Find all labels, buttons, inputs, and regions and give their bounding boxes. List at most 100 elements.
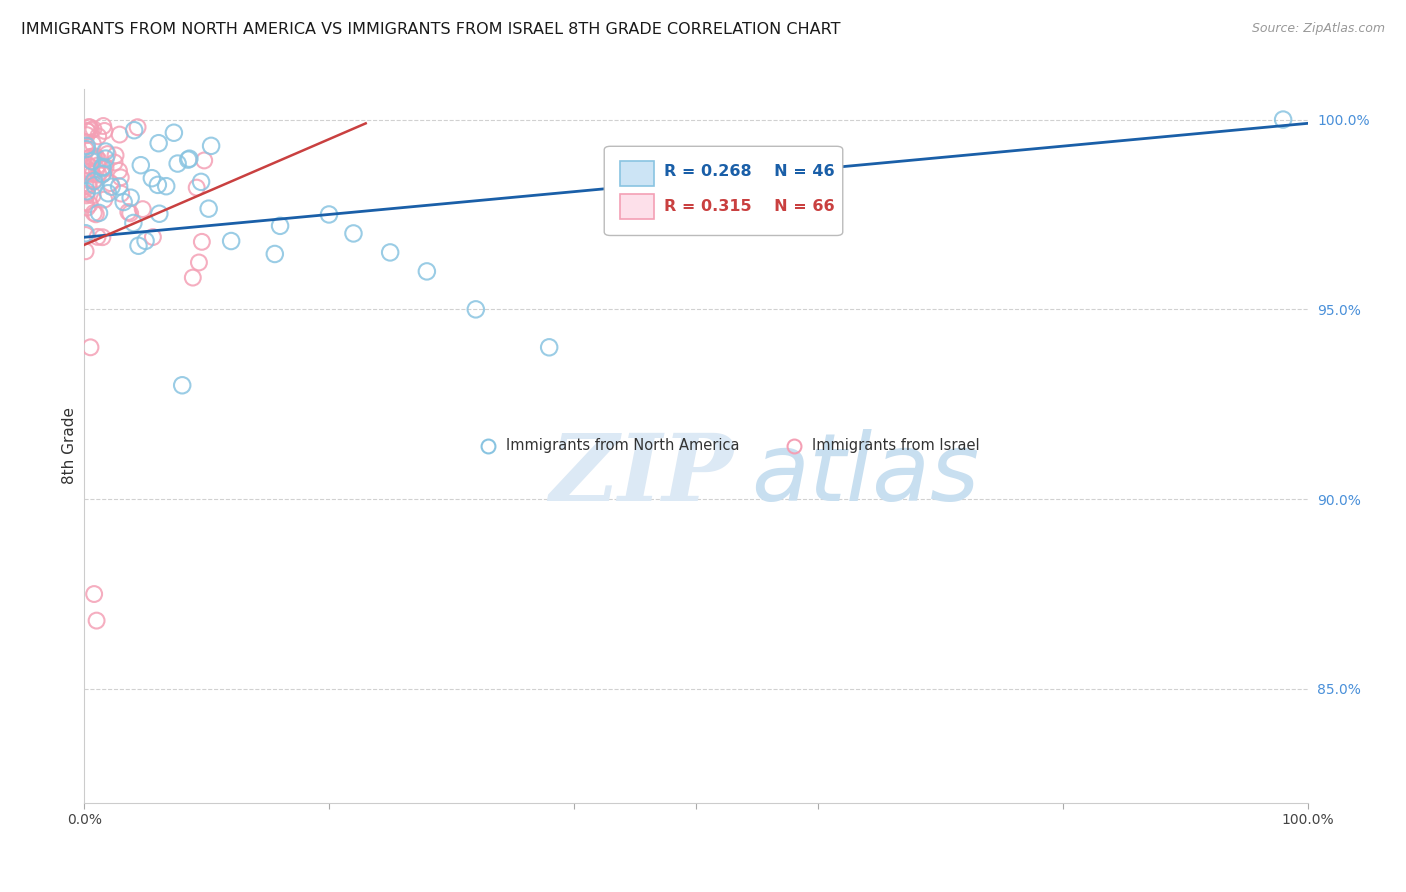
Point xyxy=(84,150,107,164)
Point xyxy=(166,156,188,170)
Y-axis label: 8th Grade: 8th Grade xyxy=(62,408,77,484)
Point xyxy=(91,160,114,174)
Text: atlas: atlas xyxy=(751,429,979,520)
Point xyxy=(94,161,117,175)
Point xyxy=(416,264,439,278)
Text: IMMIGRANTS FROM NORTH AMERICA VS IMMIGRANTS FROM ISRAEL 8TH GRADE CORRELATION CH: IMMIGRANTS FROM NORTH AMERICA VS IMMIGRA… xyxy=(21,22,841,37)
Point xyxy=(75,195,97,210)
Text: Immigrants from North America: Immigrants from North America xyxy=(506,439,740,453)
Point xyxy=(77,179,100,194)
Point xyxy=(97,186,120,201)
Point xyxy=(80,164,103,178)
Point xyxy=(75,227,97,242)
Point xyxy=(318,207,340,221)
Point xyxy=(87,129,110,144)
Point xyxy=(190,175,212,189)
Point xyxy=(82,136,104,151)
Point xyxy=(79,150,101,164)
Point xyxy=(342,227,364,241)
Point xyxy=(87,168,110,182)
Text: R = 0.268    N = 46: R = 0.268 N = 46 xyxy=(664,164,835,179)
Point xyxy=(200,139,222,153)
Point xyxy=(75,142,97,156)
Point xyxy=(380,245,402,260)
Point xyxy=(108,164,131,178)
Point xyxy=(76,184,98,198)
Point xyxy=(120,206,142,220)
Point xyxy=(82,167,104,181)
Point xyxy=(181,270,204,285)
Text: Immigrants from Israel: Immigrants from Israel xyxy=(813,439,980,453)
Point xyxy=(82,122,104,136)
Point xyxy=(76,139,98,153)
Point xyxy=(148,136,170,151)
Point xyxy=(91,230,114,244)
Point xyxy=(79,197,101,211)
Point xyxy=(75,178,97,193)
Point xyxy=(91,161,114,176)
Point xyxy=(75,227,97,241)
Point xyxy=(191,235,214,249)
Point xyxy=(120,191,142,205)
Point xyxy=(108,179,131,194)
Point xyxy=(100,176,122,190)
Point xyxy=(83,174,105,188)
FancyBboxPatch shape xyxy=(620,161,654,186)
Point xyxy=(76,188,98,202)
Point xyxy=(112,194,135,209)
Point xyxy=(87,153,110,167)
Point xyxy=(79,340,101,354)
Point xyxy=(77,158,100,172)
Point xyxy=(179,152,201,166)
Point xyxy=(77,177,100,191)
Point xyxy=(82,188,104,202)
Point xyxy=(155,179,177,194)
Point xyxy=(93,193,115,207)
FancyBboxPatch shape xyxy=(620,194,654,219)
Point xyxy=(117,205,139,219)
Point xyxy=(263,247,285,261)
Point xyxy=(76,124,98,138)
Point xyxy=(110,170,132,185)
Point xyxy=(187,255,209,269)
Point xyxy=(172,378,194,392)
Point xyxy=(97,147,120,161)
Point xyxy=(83,149,105,163)
Point xyxy=(177,153,200,167)
Point xyxy=(83,152,105,166)
Point xyxy=(83,173,105,187)
Point xyxy=(77,120,100,134)
Point xyxy=(193,153,215,168)
Point xyxy=(76,186,98,201)
Point xyxy=(100,179,122,194)
Point xyxy=(104,148,127,162)
Point xyxy=(163,126,186,140)
Point xyxy=(128,239,150,253)
Point xyxy=(75,168,97,182)
Point xyxy=(464,302,486,317)
Point xyxy=(269,219,291,233)
Point xyxy=(110,186,132,201)
Point xyxy=(76,201,98,215)
Point xyxy=(83,587,105,601)
Point xyxy=(83,178,105,193)
Point xyxy=(122,216,145,230)
Point xyxy=(76,124,98,138)
Point xyxy=(1272,112,1295,127)
Point xyxy=(103,155,125,169)
Point xyxy=(219,234,242,248)
Text: R = 0.315    N = 66: R = 0.315 N = 66 xyxy=(664,199,835,214)
Point xyxy=(76,128,98,143)
Point xyxy=(538,340,561,354)
Point xyxy=(186,180,208,194)
Point xyxy=(86,161,108,176)
Point xyxy=(91,167,114,181)
Point xyxy=(84,207,107,221)
Point xyxy=(86,159,108,173)
Point xyxy=(129,158,152,172)
Point xyxy=(141,171,163,186)
Point xyxy=(94,152,117,166)
Point xyxy=(80,160,103,174)
Point xyxy=(80,150,103,164)
Point xyxy=(80,123,103,137)
